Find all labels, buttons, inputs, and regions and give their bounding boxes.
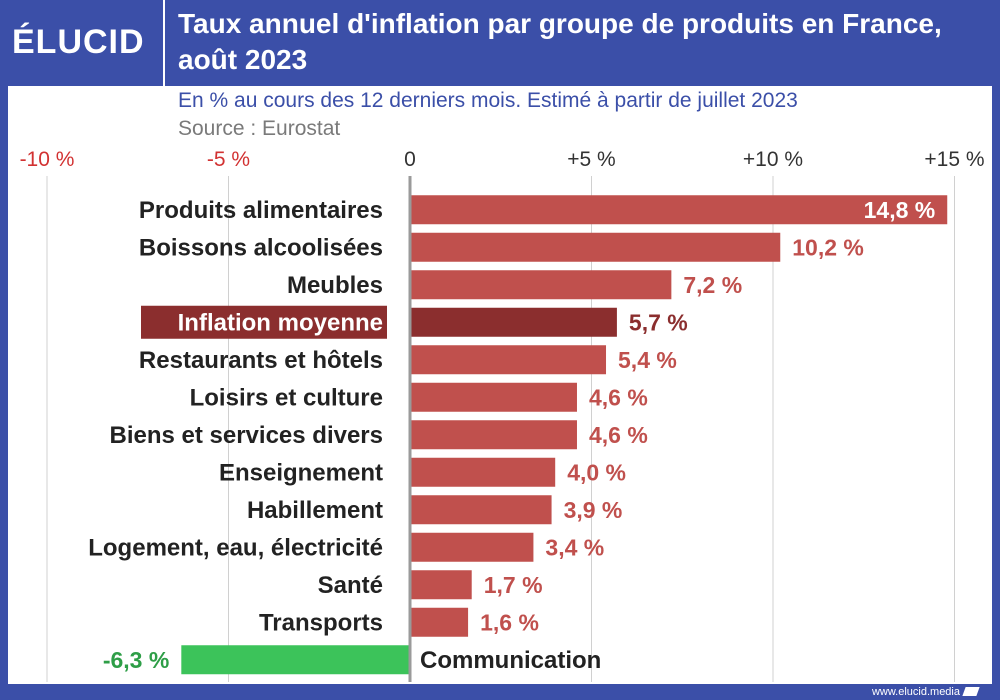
x-tick-label: +15 % (924, 148, 984, 171)
chart-source: Source : Eurostat (178, 117, 341, 140)
x-tick-label: +5 % (567, 148, 615, 171)
x-tick-label: -5 % (207, 148, 250, 171)
data-label: 4,6 % (589, 422, 648, 448)
x-tick-label: +10 % (743, 148, 803, 171)
data-label: 7,2 % (683, 272, 742, 298)
elucid-logo: ÉLUCID (12, 23, 145, 61)
footer-url[interactable]: www.elucid.media (871, 686, 960, 698)
category-label: Produits alimentaires (139, 197, 383, 224)
data-label: 1,6 % (480, 609, 539, 635)
bar (410, 607, 469, 637)
flag-icon (962, 687, 980, 696)
footer-bar: www.elucid.media (0, 684, 1000, 700)
chart-title: Taux annuel d'inflation par groupe de pr… (178, 8, 942, 75)
category-label: Santé (318, 572, 383, 599)
bar (410, 195, 948, 225)
category-label: Habillement (247, 497, 383, 524)
data-label: -6,3 % (103, 647, 169, 673)
bar (410, 382, 577, 412)
chart-subtitle: En % au cours des 12 derniers mois. Esti… (178, 89, 798, 112)
data-label: 4,0 % (567, 459, 626, 485)
category-label: Inflation moyenne (178, 309, 383, 336)
category-label: Biens et services divers (109, 422, 383, 449)
x-tick-label: -10 % (20, 148, 75, 171)
category-label: Logement, eau, électricité (88, 534, 383, 561)
bar (410, 495, 552, 525)
data-label: 3,9 % (564, 497, 623, 523)
bar (410, 270, 672, 300)
data-label: 5,7 % (629, 309, 688, 335)
data-label: 1,7 % (484, 572, 543, 598)
highlight-bar (410, 307, 617, 337)
category-label: Enseignement (219, 459, 383, 486)
bar (410, 345, 607, 375)
bar (410, 420, 577, 450)
data-label: 5,4 % (618, 347, 677, 373)
highlight-label-box (141, 305, 387, 339)
category-label: Boissons alcoolisées (139, 234, 383, 261)
data-label: 4,6 % (589, 384, 648, 410)
x-tick-label: 0 (404, 148, 416, 171)
category-label: Loisirs et culture (190, 384, 383, 411)
bar (410, 532, 534, 562)
data-label: 10,2 % (792, 234, 864, 260)
category-label: Transports (259, 609, 383, 636)
negative-bar (181, 645, 410, 675)
category-label: Communication (420, 647, 601, 674)
bar (410, 232, 781, 262)
data-label: 14,8 % (864, 197, 936, 223)
header-bar: ÉLUCID Taux annuel d'inflation par group… (0, 0, 1000, 86)
data-label: 3,4 % (545, 534, 604, 560)
header-divider (163, 0, 165, 86)
category-label: Meubles (287, 272, 383, 299)
bar (410, 457, 556, 487)
bar (410, 570, 472, 600)
category-label: Restaurants et hôtels (139, 347, 383, 374)
